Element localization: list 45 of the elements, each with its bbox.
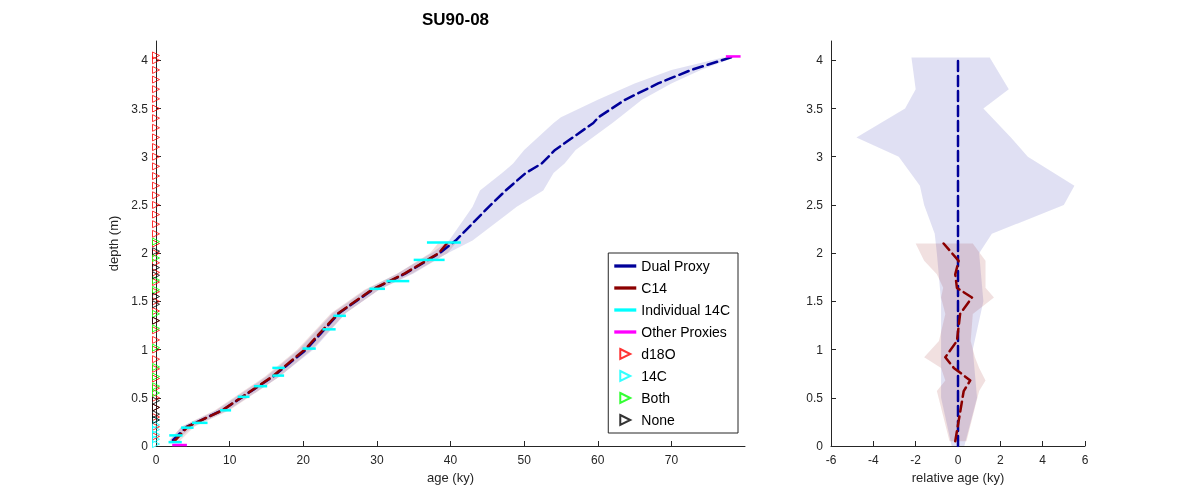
x-tick-label: 4 <box>1039 453 1047 467</box>
y-tick-label: 3 <box>816 149 824 164</box>
x-tick-label: 50 <box>517 453 532 467</box>
y-tick-label: 0 <box>141 439 149 453</box>
y-tick-label: 0.5 <box>131 390 149 405</box>
x-tick-label: 6 <box>1081 453 1089 467</box>
x-axis-title: relative age (ky) <box>911 469 1005 485</box>
x-tick-label: 2 <box>996 453 1004 467</box>
legend-label: d18O <box>641 346 676 362</box>
y-tick-label: 0.5 <box>806 390 824 405</box>
legend-label: Both <box>641 390 671 406</box>
y-tick-label: 4 <box>816 53 824 68</box>
y-tick-label: 2 <box>816 246 824 261</box>
y-tick-label: 3.5 <box>806 101 824 116</box>
y-tick-label: 2.5 <box>806 197 824 212</box>
x-tick-label: 60 <box>591 453 605 467</box>
legend-label: C14 <box>641 280 668 296</box>
legend-label: Dual Proxy <box>641 258 710 274</box>
chart-title: SU90-08 <box>421 10 490 29</box>
legend-label: Other Proxies <box>641 324 727 340</box>
x-tick-label: 10 <box>222 453 237 467</box>
y-tick-label: 3.5 <box>131 101 149 116</box>
y-tick-label: 1 <box>141 342 149 357</box>
y-tick-label: 1 <box>816 342 824 357</box>
x-tick-label: 20 <box>296 453 311 467</box>
x-tick-label: 0 <box>152 453 160 467</box>
x-tick-label: -2 <box>910 453 922 467</box>
y-tick-label: 2 <box>141 246 149 261</box>
y-tick-label: 3 <box>141 149 149 164</box>
y-tick-label: 2.5 <box>131 197 149 212</box>
x-tick-label: 0 <box>954 453 962 467</box>
x-tick-label: 30 <box>370 453 384 467</box>
x-tick-label: -4 <box>868 453 879 467</box>
y-axis-title: depth (m) <box>106 215 122 272</box>
y-tick-label: 0 <box>816 439 824 453</box>
y-tick-label: 4 <box>141 53 149 68</box>
legend-label: 14C <box>641 368 667 384</box>
y-tick-label: 1.5 <box>806 294 824 309</box>
x-tick-label: -6 <box>825 453 837 467</box>
legend-label: None <box>641 412 675 428</box>
legend-label: Individual 14C <box>641 302 731 318</box>
y-tick-label: 1.5 <box>131 294 149 309</box>
x-tick-label: 70 <box>664 453 679 467</box>
x-axis-title: age (ky) <box>427 469 474 485</box>
x-tick-label: 40 <box>443 453 458 467</box>
